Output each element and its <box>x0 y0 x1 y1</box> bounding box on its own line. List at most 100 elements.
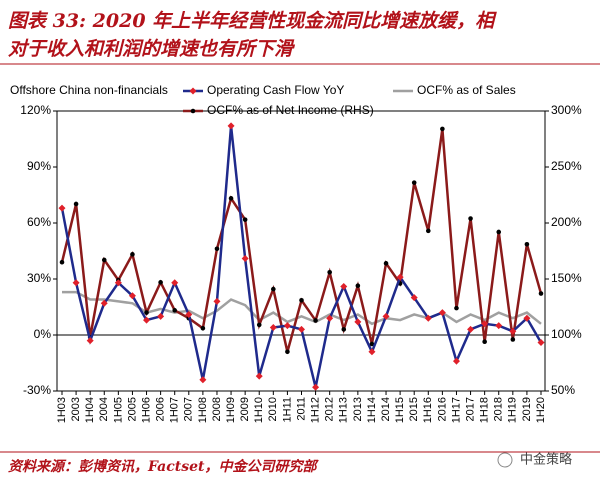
x-tick-label: 2017 <box>464 397 476 421</box>
marker <box>368 348 376 356</box>
y2-tick-label: 100% <box>551 327 582 341</box>
marker <box>157 312 165 320</box>
x-tick-label: 1H17 <box>450 397 462 423</box>
marker <box>326 314 334 322</box>
marker <box>285 349 290 355</box>
marker <box>410 294 418 302</box>
marker <box>327 269 332 275</box>
marker <box>537 338 545 346</box>
legend-marker <box>189 87 197 95</box>
x-tick-label: 1H12 <box>309 397 321 423</box>
marker <box>481 320 489 328</box>
y-tick-label: 90% <box>27 159 51 173</box>
marker <box>495 322 503 330</box>
x-tick-label: 2018 <box>493 397 505 421</box>
x-tick-label: 1H16 <box>422 397 434 423</box>
marker <box>452 357 460 365</box>
y-tick-label: 0% <box>34 327 52 341</box>
x-tick-label: 1H05 <box>112 397 124 423</box>
marker <box>283 322 291 330</box>
x-tick-label: 2014 <box>380 397 392 421</box>
marker <box>269 324 277 332</box>
marker <box>438 309 446 317</box>
legend-label: OCF% as of Sales <box>417 83 516 97</box>
marker <box>510 337 516 342</box>
marker <box>200 325 206 331</box>
title-line: 图表 33: 2020 年上半年经营性现金流同比增速放缓，相 <box>8 10 497 32</box>
marker <box>424 314 432 322</box>
legend-marker <box>190 108 196 114</box>
marker <box>130 252 135 257</box>
x-tick-label: 1H20 <box>535 397 547 423</box>
x-tick-label: 1H07 <box>169 397 181 423</box>
marker <box>242 217 248 222</box>
marker <box>440 126 445 132</box>
marker <box>312 383 320 391</box>
marker <box>214 246 220 252</box>
y-tick-label: 60% <box>27 215 51 229</box>
marker <box>185 310 193 318</box>
x-tick-label: 2008 <box>211 397 223 421</box>
marker <box>128 292 136 300</box>
marker <box>101 257 107 263</box>
marker <box>171 279 179 287</box>
x-tick-label: 2012 <box>324 397 336 421</box>
y2-tick-label: 250% <box>551 159 582 173</box>
x-tick-label: 1H09 <box>225 397 237 423</box>
marker <box>425 228 431 234</box>
x-tick-label: 2006 <box>155 397 167 421</box>
marker <box>59 259 65 265</box>
marker <box>538 291 544 296</box>
marker <box>340 282 348 290</box>
x-tick-label: 1H18 <box>479 397 491 423</box>
marker <box>313 318 318 323</box>
y2-tick-label: 200% <box>551 215 582 229</box>
x-tick-label: 1H19 <box>507 397 519 423</box>
marker <box>213 297 221 305</box>
marker <box>144 310 149 315</box>
y-tick-label: -30% <box>23 383 51 397</box>
marker <box>256 322 262 328</box>
y2-tick-label: 300% <box>551 103 582 117</box>
marker <box>454 305 459 311</box>
legend-label: OCF% as of Net Income (RHS) <box>207 103 374 117</box>
marker <box>524 241 530 247</box>
marker <box>86 337 94 345</box>
marker <box>158 280 163 285</box>
marker <box>73 201 79 207</box>
marker <box>58 204 66 212</box>
watermark: 中金策略 <box>520 451 572 466</box>
marker <box>255 372 263 380</box>
marker <box>383 261 389 266</box>
y2-tick-label: 150% <box>551 271 582 285</box>
x-tick-label: 1H06 <box>140 397 152 423</box>
x-tick-label: 1H10 <box>253 397 265 423</box>
x-tick-label: 1H08 <box>197 397 209 423</box>
x-tick-label: 2013 <box>352 397 364 421</box>
marker <box>172 308 178 313</box>
marker <box>369 341 375 347</box>
marker <box>354 318 362 326</box>
marker <box>509 327 517 335</box>
marker <box>396 273 404 281</box>
marker <box>298 325 305 333</box>
marker <box>228 196 234 201</box>
x-tick-label: 2005 <box>126 397 138 421</box>
marker <box>199 376 207 384</box>
marker <box>114 279 122 287</box>
x-tick-label: 2003 <box>70 397 82 421</box>
y2-tick-label: 50% <box>551 383 575 397</box>
x-tick-label: 2004 <box>98 397 110 421</box>
source: 资料来源：彭博资讯，Factset，中金公司研究部 <box>8 458 319 475</box>
marker <box>271 286 276 292</box>
plot-frame <box>56 110 546 392</box>
x-tick-label: 2016 <box>436 397 448 421</box>
x-tick-label: 1H11 <box>281 397 293 422</box>
marker <box>382 312 390 320</box>
watermark-icon <box>497 452 513 468</box>
x-tick-label: 1H04 <box>84 397 96 423</box>
x-tick-label: 1H03 <box>56 397 68 423</box>
marker <box>143 316 151 324</box>
x-tick-label: 2007 <box>183 397 195 421</box>
